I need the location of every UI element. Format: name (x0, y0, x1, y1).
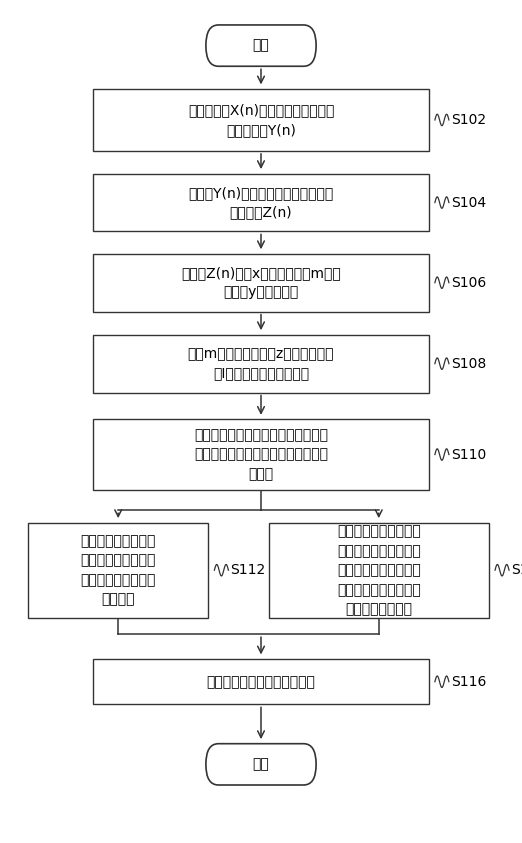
FancyBboxPatch shape (93, 335, 429, 393)
Text: S112: S112 (230, 563, 266, 577)
Text: 根据相关峰值定位主同步信号: 根据相关峰值定位主同步信号 (207, 674, 315, 689)
FancyBboxPatch shape (28, 523, 208, 618)
FancyBboxPatch shape (93, 254, 429, 312)
FancyBboxPatch shape (93, 89, 429, 151)
Text: S106: S106 (451, 276, 486, 290)
FancyBboxPatch shape (93, 174, 429, 232)
Text: 在滑动相关后的所有运算结果中找出
最大值，并将最大值与预设门限值进
行比较: 在滑动相关后的所有运算结果中找出 最大值，并将最大值与预设门限值进 行比较 (194, 428, 328, 481)
FancyBboxPatch shape (206, 744, 316, 785)
Text: 结束: 结束 (253, 757, 269, 771)
FancyBboxPatch shape (268, 523, 489, 618)
Text: S104: S104 (451, 196, 486, 210)
Text: S102: S102 (451, 113, 486, 127)
Text: 若最大值小于或等于预
设门限值，且时间计数
器已计满一个帧周期，
则更新频偏值，重新进
行相关峰值的搜索: 若最大值小于或等于预 设门限值，且时间计数 器已计满一个帧周期， 则更新频偏值，… (337, 524, 421, 616)
Text: S108: S108 (451, 357, 486, 371)
Text: 选择m组数据序列中的z组序列，分别
与I组本地序列做滑动相关: 选择m组数据序列中的z组序列，分别 与I组本地序列做滑动相关 (188, 347, 334, 380)
Text: 对序列Z(n)进行x倍抽取，产生m组长
度均为y的数据序列: 对序列Z(n)进行x倍抽取，产生m组长 度均为y的数据序列 (181, 266, 341, 299)
Text: 为接收序列X(n)预加一个频偏值，合
成一组序列Y(n): 为接收序列X(n)预加一个频偏值，合 成一组序列Y(n) (188, 103, 334, 137)
Text: S114: S114 (511, 563, 522, 577)
Text: S116: S116 (451, 674, 487, 689)
FancyBboxPatch shape (93, 659, 429, 705)
FancyBboxPatch shape (93, 420, 429, 490)
Text: 若最大值大于预设门
限值，则最大值为相
关峰值，并将时间计
数器清零: 若最大值大于预设门 限值，则最大值为相 关峰值，并将时间计 数器清零 (80, 534, 156, 606)
Text: 开始: 开始 (253, 39, 269, 52)
Text: 将序列Y(n)经过低通滤波器处理后，
得到序列Z(n): 将序列Y(n)经过低通滤波器处理后， 得到序列Z(n) (188, 185, 334, 219)
FancyBboxPatch shape (206, 25, 316, 67)
Text: S110: S110 (451, 448, 486, 462)
